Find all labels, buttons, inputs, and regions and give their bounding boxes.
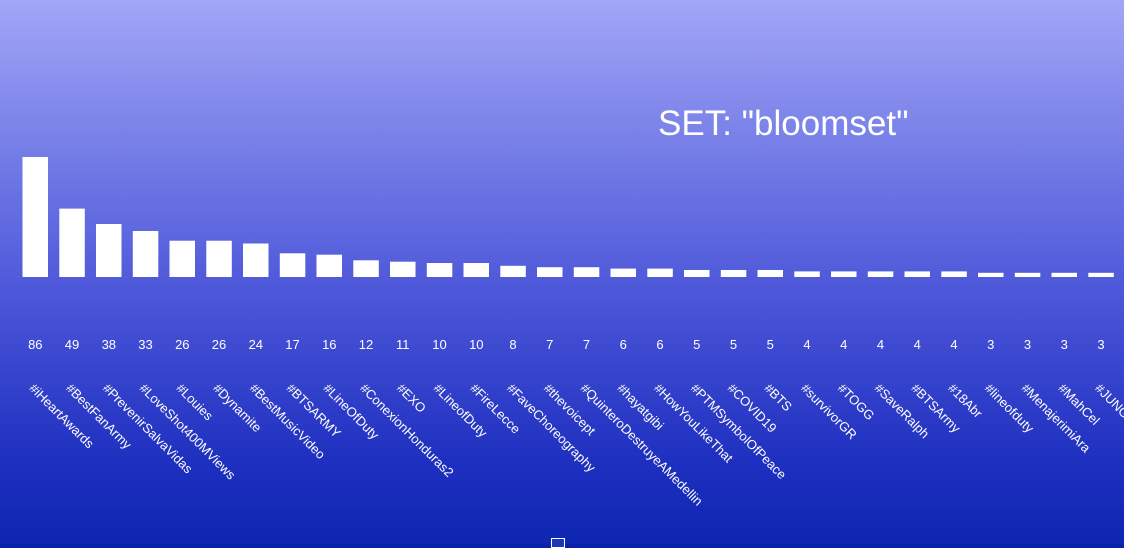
resize-handle[interactable] [551, 538, 565, 548]
bar-value-label: 11 [396, 337, 410, 352]
bar [647, 268, 673, 277]
bar-value-label: 7 [546, 337, 553, 352]
bar-value-label: 17 [285, 337, 299, 352]
bar [1014, 272, 1041, 277]
bar-value-label: 10 [469, 337, 483, 352]
category-label: #BTS [761, 381, 795, 415]
bar-value-label: 8 [509, 337, 516, 352]
bar-value-label: 38 [102, 337, 116, 352]
bar-value-label: 24 [249, 337, 263, 352]
category-label: #EXO [394, 381, 429, 416]
bar-value-label: 6 [656, 337, 663, 352]
bar [426, 263, 453, 277]
bar-value-label: 3 [1097, 337, 1104, 352]
bar [720, 270, 747, 277]
bar [463, 263, 489, 277]
bar [243, 243, 269, 277]
bar [831, 271, 857, 277]
bar-value-label: 5 [693, 337, 700, 352]
bar [867, 271, 894, 277]
bar [684, 270, 710, 277]
bar [390, 261, 416, 277]
bar [279, 253, 306, 277]
bar-value-label: 4 [803, 337, 810, 352]
bar [316, 254, 342, 277]
bar-value-label: 12 [359, 337, 373, 352]
bar [132, 231, 159, 277]
category-label: #iHeartAwards [26, 381, 97, 452]
bar-value-label: 6 [620, 337, 627, 352]
bar [904, 271, 930, 277]
bar [941, 271, 967, 277]
bar [573, 267, 600, 277]
bar-value-label: 5 [730, 337, 737, 352]
bar [96, 224, 122, 277]
bar-value-label: 3 [987, 337, 994, 352]
bar [353, 260, 379, 277]
bar-value-label: 33 [138, 337, 152, 352]
bar-value-label: 49 [65, 337, 79, 352]
bar-value-label: 26 [175, 337, 189, 352]
bar [22, 157, 48, 277]
bar-value-label: 4 [950, 337, 957, 352]
bar-value-label: 4 [877, 337, 884, 352]
bar [537, 267, 563, 277]
bar [169, 240, 195, 277]
bar [610, 268, 636, 277]
bar [500, 265, 526, 277]
bar-value-label: 3 [1024, 337, 1031, 352]
bar-value-label: 3 [1061, 337, 1068, 352]
bar [794, 271, 820, 277]
bar-value-label: 4 [840, 337, 847, 352]
bar [1051, 272, 1077, 277]
bar-value-label: 26 [212, 337, 226, 352]
bar [978, 272, 1004, 277]
bar-value-label: 16 [322, 337, 336, 352]
bar [1088, 272, 1114, 277]
bar-value-label: 7 [583, 337, 590, 352]
bar [206, 240, 232, 277]
chart-title: SET: "bloomset" [658, 104, 909, 143]
bar [59, 208, 85, 277]
bar-value-label: 4 [914, 337, 921, 352]
bar-value-label: 5 [767, 337, 774, 352]
bar [757, 270, 783, 277]
bar-value-label: 86 [28, 337, 42, 352]
bar-value-label: 10 [432, 337, 446, 352]
